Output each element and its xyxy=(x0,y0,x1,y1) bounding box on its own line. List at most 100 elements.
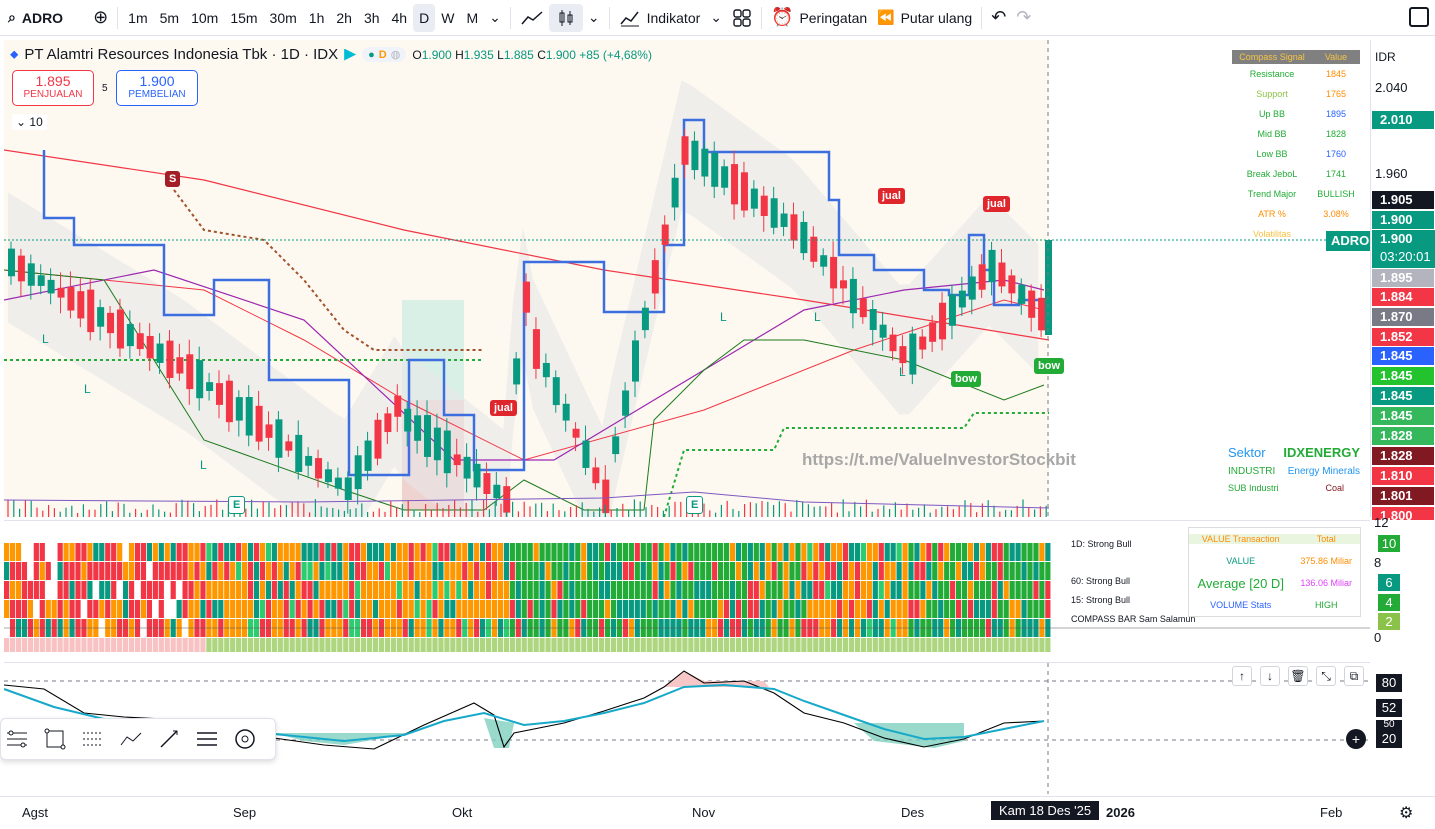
rectangle-tool-icon[interactable] xyxy=(43,727,67,751)
settings-gear-icon[interactable]: ⚙ xyxy=(1399,805,1414,822)
compass-cell xyxy=(271,600,277,618)
interval-M[interactable]: M xyxy=(466,9,479,26)
layout-button[interactable] xyxy=(727,4,757,32)
stoch-tag: 50 xyxy=(1376,720,1402,730)
interval-4h[interactable]: 4h xyxy=(391,9,408,26)
compass-cell xyxy=(634,562,640,580)
compass-cell xyxy=(63,600,69,618)
interval-10m[interactable]: 10m xyxy=(191,9,219,26)
compass-base-cell xyxy=(872,638,878,652)
status-pill[interactable]: ● D ◍ xyxy=(362,47,407,62)
compass-cell xyxy=(230,543,236,561)
price-axis[interactable]: IDR 2.040 1.960 2.010 1.905 1.900 1.895 1.88… xyxy=(1370,40,1435,525)
brush-tool-icon[interactable] xyxy=(157,727,181,751)
compass-cell xyxy=(712,600,718,618)
alerts-button[interactable]: ⏰ Peringatan xyxy=(766,4,872,32)
main-chart-pane[interactable]: ⬥ PT Alamtri Resources Indonesia Tbk · 1… xyxy=(4,40,1370,517)
compass-cell xyxy=(134,543,141,561)
time-axis[interactable]: Agst Sep Okt Nov Des 2026 Feb Kam 18 Des… xyxy=(0,796,1435,829)
price-tag: 1.845 xyxy=(1372,347,1434,365)
compass-cell xyxy=(337,600,343,618)
compass-cell xyxy=(527,581,533,599)
compass-base-cell xyxy=(200,638,206,652)
add-symbol-button[interactable]: ⊕ xyxy=(88,4,113,32)
collapse-indicators-button[interactable]: ⌄ 10 xyxy=(12,114,47,130)
compass-cell xyxy=(515,543,521,561)
interval-30m[interactable]: 30m xyxy=(269,9,297,26)
interval-5m[interactable]: 5m xyxy=(159,9,180,26)
stochastic-pane[interactable] xyxy=(4,662,1370,794)
path-tool-icon[interactable] xyxy=(119,727,143,751)
price-tag: 2.010 xyxy=(1372,111,1434,129)
fib-tool-icon[interactable] xyxy=(81,727,105,751)
maximize-pane-icon[interactable]: ⧉ xyxy=(1344,666,1364,686)
text-tool-icon[interactable] xyxy=(195,727,219,751)
compass-cell xyxy=(973,562,980,580)
interval-W[interactable]: W xyxy=(441,9,455,26)
sell-button[interactable]: 1.895 PENJUALAN xyxy=(12,70,94,106)
compass-cell xyxy=(247,600,254,618)
add-plus-icon[interactable]: + xyxy=(1346,729,1366,749)
redo-button[interactable]: ↷ xyxy=(1011,4,1036,32)
earnings-marker[interactable]: E xyxy=(686,496,704,514)
interval-3h[interactable]: 3h xyxy=(363,9,380,26)
candle-body xyxy=(443,430,451,474)
compass-cell xyxy=(414,543,420,561)
interval-1m[interactable]: 1m xyxy=(128,9,148,26)
compass-cell xyxy=(783,543,789,561)
settings-circle-icon[interactable] xyxy=(233,727,257,751)
undo-icon: ↶ xyxy=(991,7,1007,27)
replay-button[interactable]: ⏪ Putar ulang xyxy=(872,4,977,32)
compass-cell xyxy=(676,543,682,561)
compass-cell xyxy=(521,581,527,599)
jual-marker[interactable]: jual xyxy=(878,188,905,204)
plus-circle-icon: ⊕ xyxy=(93,7,109,27)
candle-body xyxy=(17,255,25,282)
indicators-menu-button[interactable]: ⌄ xyxy=(705,4,727,32)
stochastic-axis[interactable]: 80 52 50 20 xyxy=(1370,662,1435,794)
candle-body xyxy=(572,428,580,438)
delete-pane-icon[interactable]: 🗑 xyxy=(1288,666,1308,686)
symbol-search[interactable]: ⌕ ADRO xyxy=(0,4,68,32)
collapse-pane-icon[interactable]: ⤡ xyxy=(1316,666,1336,686)
compass-base-cell xyxy=(283,638,289,652)
undo-button[interactable]: ↶ xyxy=(986,4,1011,32)
compass-base-cell xyxy=(640,638,646,652)
vt-volume: HIGH xyxy=(1314,600,1338,610)
compass-cell xyxy=(224,581,230,599)
move-pane-up-icon[interactable]: ↑ xyxy=(1232,666,1252,686)
chart-type-line-button[interactable] xyxy=(515,4,549,32)
compass-base-cell xyxy=(801,638,807,652)
sell-signal-marker[interactable]: S xyxy=(165,171,181,187)
interval-2h[interactable]: 2h xyxy=(336,9,352,26)
interval-15m[interactable]: 15m xyxy=(230,9,258,26)
chart-type-menu-button[interactable]: ⌄ xyxy=(583,4,605,32)
buy-button[interactable]: 1.900 PEMBELIAN xyxy=(116,70,198,106)
fullscreen-icon[interactable] xyxy=(1409,7,1429,27)
bow-marker[interactable]: bow xyxy=(951,371,981,387)
chart-type-candles-button[interactable] xyxy=(548,3,583,32)
compass-base-cell xyxy=(307,638,313,652)
compass-bar-axis[interactable]: 12 10 8 6 4 2 0 xyxy=(1370,515,1435,658)
move-pane-down-icon[interactable]: ↓ xyxy=(1260,666,1280,686)
volume-ma xyxy=(4,491,1050,509)
earnings-marker[interactable]: E xyxy=(228,496,246,514)
indicators-button[interactable]: Indikator xyxy=(614,4,706,32)
compass-cell xyxy=(753,600,759,618)
compass-cell xyxy=(331,600,337,618)
industry-row: INDUSTRI Energy Minerals xyxy=(1228,466,1360,477)
currency-label[interactable]: IDR xyxy=(1375,50,1396,64)
interval-menu-button[interactable]: ⌄ xyxy=(484,4,506,32)
interval-1h[interactable]: 1h xyxy=(308,9,325,26)
candle-body xyxy=(315,458,323,479)
jual-marker[interactable]: jual xyxy=(490,400,517,416)
channel-tool-icon[interactable] xyxy=(5,727,29,751)
compass-cell xyxy=(640,581,646,599)
compass-bar-pane[interactable]: 1D: Strong Bull 60: Strong Bull 15: Stro… xyxy=(4,520,1370,658)
compass-cell xyxy=(932,562,938,580)
bow-marker[interactable]: bow xyxy=(1034,358,1064,374)
compass-cell xyxy=(444,581,450,599)
jual-marker[interactable]: jual xyxy=(983,196,1010,212)
interval-D[interactable]: D xyxy=(413,3,436,32)
compass-base-cell xyxy=(355,638,361,652)
